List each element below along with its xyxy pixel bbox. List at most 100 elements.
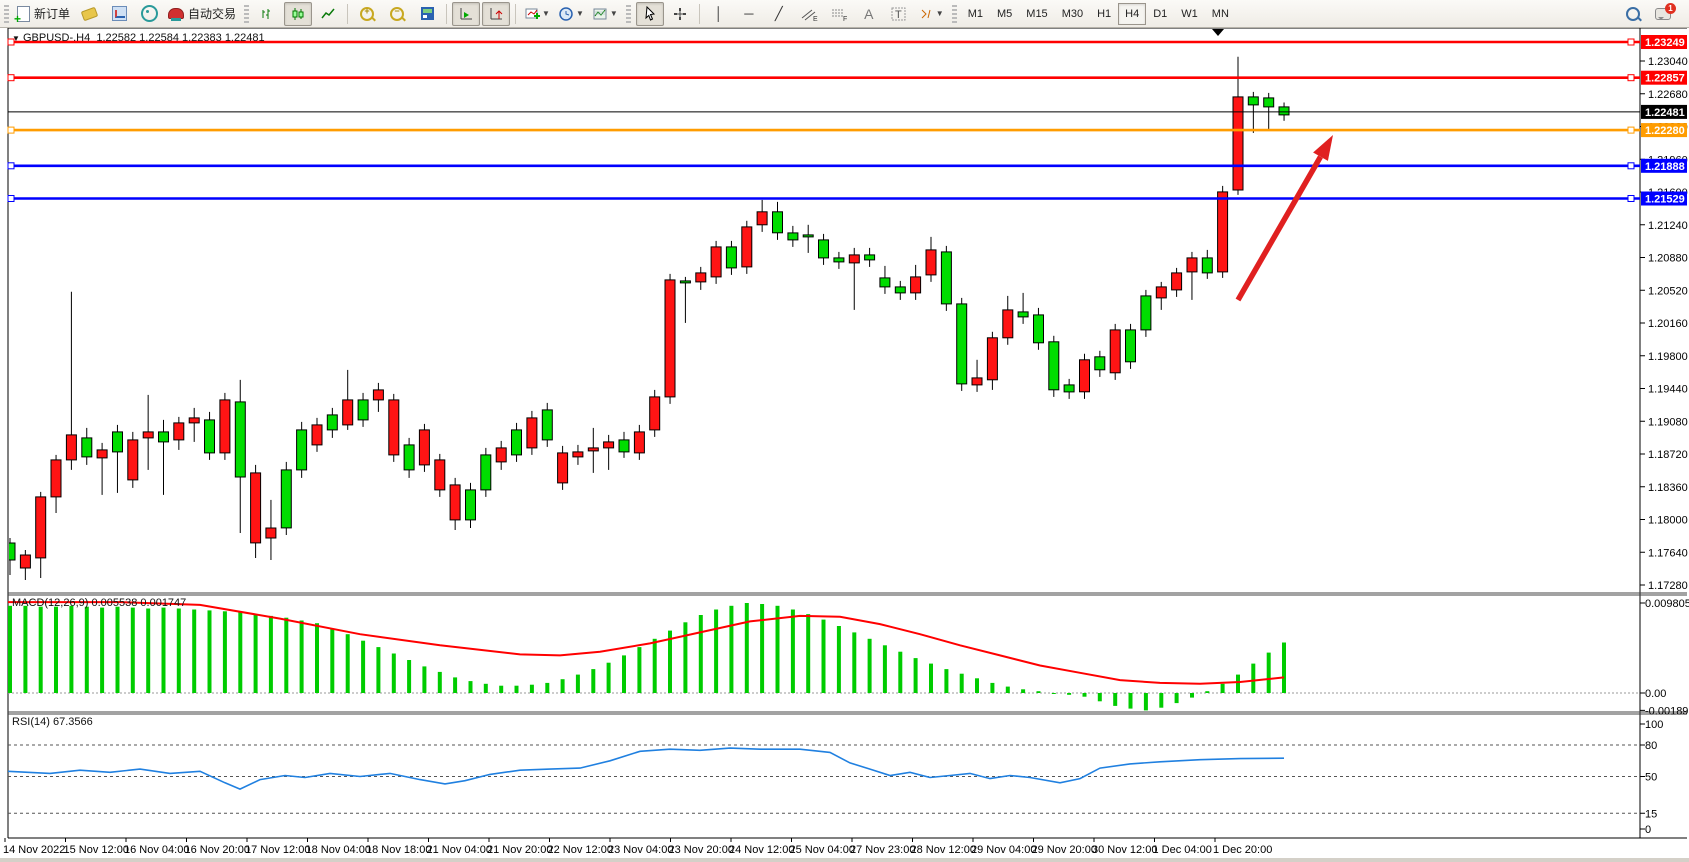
svg-text:1.17280: 1.17280 — [1648, 580, 1688, 592]
dropdown-arrow-icon: ▼ — [609, 9, 618, 18]
text-tool-button[interactable]: A — [855, 2, 883, 26]
pane-splitters[interactable] — [8, 592, 1687, 715]
tab-timeframe-M1[interactable]: M1 — [967, 7, 983, 20]
tab-timeframe-M15[interactable]: M15 — [1026, 7, 1048, 20]
fibonacci-icon: F — [831, 9, 847, 22]
auto-trading-icon — [168, 8, 185, 21]
bar-chart-mode-button[interactable] — [254, 2, 282, 26]
toolbar-grip[interactable] — [244, 4, 250, 23]
cursor-icon — [645, 6, 655, 21]
market-watch-button[interactable] — [105, 2, 133, 26]
svg-text:18 Nov 18:00: 18 Nov 18:00 — [366, 844, 431, 856]
timeframe-group: M1 M5 M15 M30 H1 H4 D1 W1 MN — [961, 2, 1236, 25]
svg-text:21 Nov 04:00: 21 Nov 04:00 — [427, 844, 492, 856]
svg-text:E: E — [813, 16, 818, 22]
svg-text:50: 50 — [1645, 772, 1657, 784]
svg-text:28 Nov 12:00: 28 Nov 12:00 — [911, 844, 976, 856]
hline-objects[interactable] — [7, 38, 1640, 202]
tab-timeframe-D1[interactable]: D1 — [1153, 7, 1168, 20]
tab-timeframe-H4[interactable]: H4 — [1118, 2, 1147, 25]
vertical-line-icon: │ — [714, 6, 723, 21]
toolbar-grip[interactable] — [625, 4, 631, 23]
channel-tool-button[interactable]: E — [795, 2, 823, 26]
new-order-button[interactable]: 新订单 — [14, 2, 73, 26]
chart-shift-button[interactable] — [452, 1, 481, 26]
svg-text:16 Nov 04:00: 16 Nov 04:00 — [124, 844, 189, 856]
zoom-in-button[interactable]: + — [353, 2, 381, 26]
tile-windows-button[interactable] — [413, 2, 441, 26]
svg-text:0: 0 — [1645, 824, 1651, 836]
new-order-icon — [14, 5, 30, 26]
text-icon: A — [864, 5, 874, 22]
svg-text:1.17640: 1.17640 — [1648, 547, 1688, 559]
toolbar-grip[interactable] — [4, 4, 9, 23]
svg-text:1.22680: 1.22680 — [1648, 89, 1688, 101]
main-toolbar: 新订单 自动交易 + − ▼ ▼ ▼ │ ─ — [0, 0, 1689, 28]
zoom-out-button[interactable]: − — [383, 2, 411, 26]
auto-trading-label: 自动交易 — [188, 7, 237, 21]
svg-text:80: 80 — [1645, 740, 1657, 752]
candlestick-icon — [292, 7, 304, 20]
text-label-tool-button[interactable]: T — [885, 2, 913, 26]
vline-tool-button[interactable]: │ — [705, 2, 733, 26]
svg-text:15 Nov 12:00: 15 Nov 12:00 — [64, 844, 129, 856]
auto-scroll-icon — [490, 7, 503, 19]
rsi-line — [7, 747, 1285, 790]
auto-scroll-button[interactable] — [482, 1, 511, 26]
trend-arrow[interactable] — [1235, 135, 1333, 302]
svg-text:1.20880: 1.20880 — [1648, 253, 1688, 265]
candle-chart-mode-button[interactable] — [284, 1, 313, 26]
indicators-button[interactable]: ▼ — [521, 2, 553, 26]
dropdown-arrow-icon: ▼ — [542, 9, 550, 18]
svg-text:1.22481: 1.22481 — [1645, 107, 1685, 119]
hline-tool-button[interactable]: ─ — [735, 2, 763, 26]
zoom-out-icon: − — [390, 6, 405, 21]
clock-icon — [559, 6, 573, 21]
svg-text:1.20520: 1.20520 — [1648, 285, 1688, 297]
tab-timeframe-MN[interactable]: MN — [1211, 7, 1229, 20]
line-chart-mode-button[interactable] — [314, 2, 342, 26]
line-chart-icon — [321, 8, 335, 18]
search-button[interactable] — [1619, 2, 1647, 26]
trendline-tool-button[interactable]: ╱ — [765, 2, 793, 26]
tab-timeframe-H1[interactable]: H1 — [1097, 7, 1112, 20]
tab-timeframe-M30[interactable]: M30 — [1061, 7, 1084, 20]
svg-text:1.18360: 1.18360 — [1648, 482, 1688, 494]
svg-text:F: F — [843, 16, 847, 22]
fibonacci-tool-button[interactable]: F — [825, 2, 853, 26]
svg-text:1.19440: 1.19440 — [1648, 384, 1688, 396]
notification-badge: 1 — [1665, 2, 1676, 14]
text-label-icon: T — [891, 7, 906, 21]
auto-trading-button[interactable]: 自动交易 — [165, 2, 239, 26]
crosshair-tool-button[interactable] — [666, 2, 694, 26]
styler-button[interactable] — [75, 2, 103, 26]
toolbar-grip[interactable] — [951, 4, 957, 23]
templates-button[interactable]: ▼ — [589, 2, 621, 26]
svg-text:1.19800: 1.19800 — [1648, 351, 1688, 363]
svg-text:21 Nov 20:00: 21 Nov 20:00 — [487, 844, 552, 856]
tile-windows-icon — [420, 7, 434, 20]
svg-text:1.22857: 1.22857 — [1645, 73, 1685, 85]
svg-text:16 Nov 20:00: 16 Nov 20:00 — [185, 844, 250, 856]
chat-icon: 1 — [1655, 2, 1676, 20]
svg-text:100: 100 — [1645, 719, 1663, 731]
signals-button[interactable] — [135, 2, 163, 26]
crosshair-icon — [673, 7, 686, 20]
svg-text:24 Nov 12:00: 24 Nov 12:00 — [729, 844, 794, 856]
zoom-in-icon: + — [360, 6, 375, 21]
arrows-tool-button[interactable]: ▼ — [915, 2, 947, 26]
svg-text:1.21888: 1.21888 — [1645, 161, 1685, 173]
periods-button[interactable]: ▼ — [555, 2, 587, 26]
indicators-icon — [525, 8, 541, 19]
notifications-button[interactable]: 1 — [1649, 2, 1677, 26]
cursor-tool-button[interactable] — [635, 1, 664, 26]
horizontal-line-icon: ─ — [744, 6, 754, 21]
rsi-axis: 100 80 50 15 0 — [1640, 719, 1663, 836]
tab-timeframe-M5[interactable]: M5 — [997, 7, 1013, 20]
svg-text:22 Nov 12:00: 22 Nov 12:00 — [548, 844, 613, 856]
tab-timeframe-W1[interactable]: W1 — [1181, 7, 1198, 20]
